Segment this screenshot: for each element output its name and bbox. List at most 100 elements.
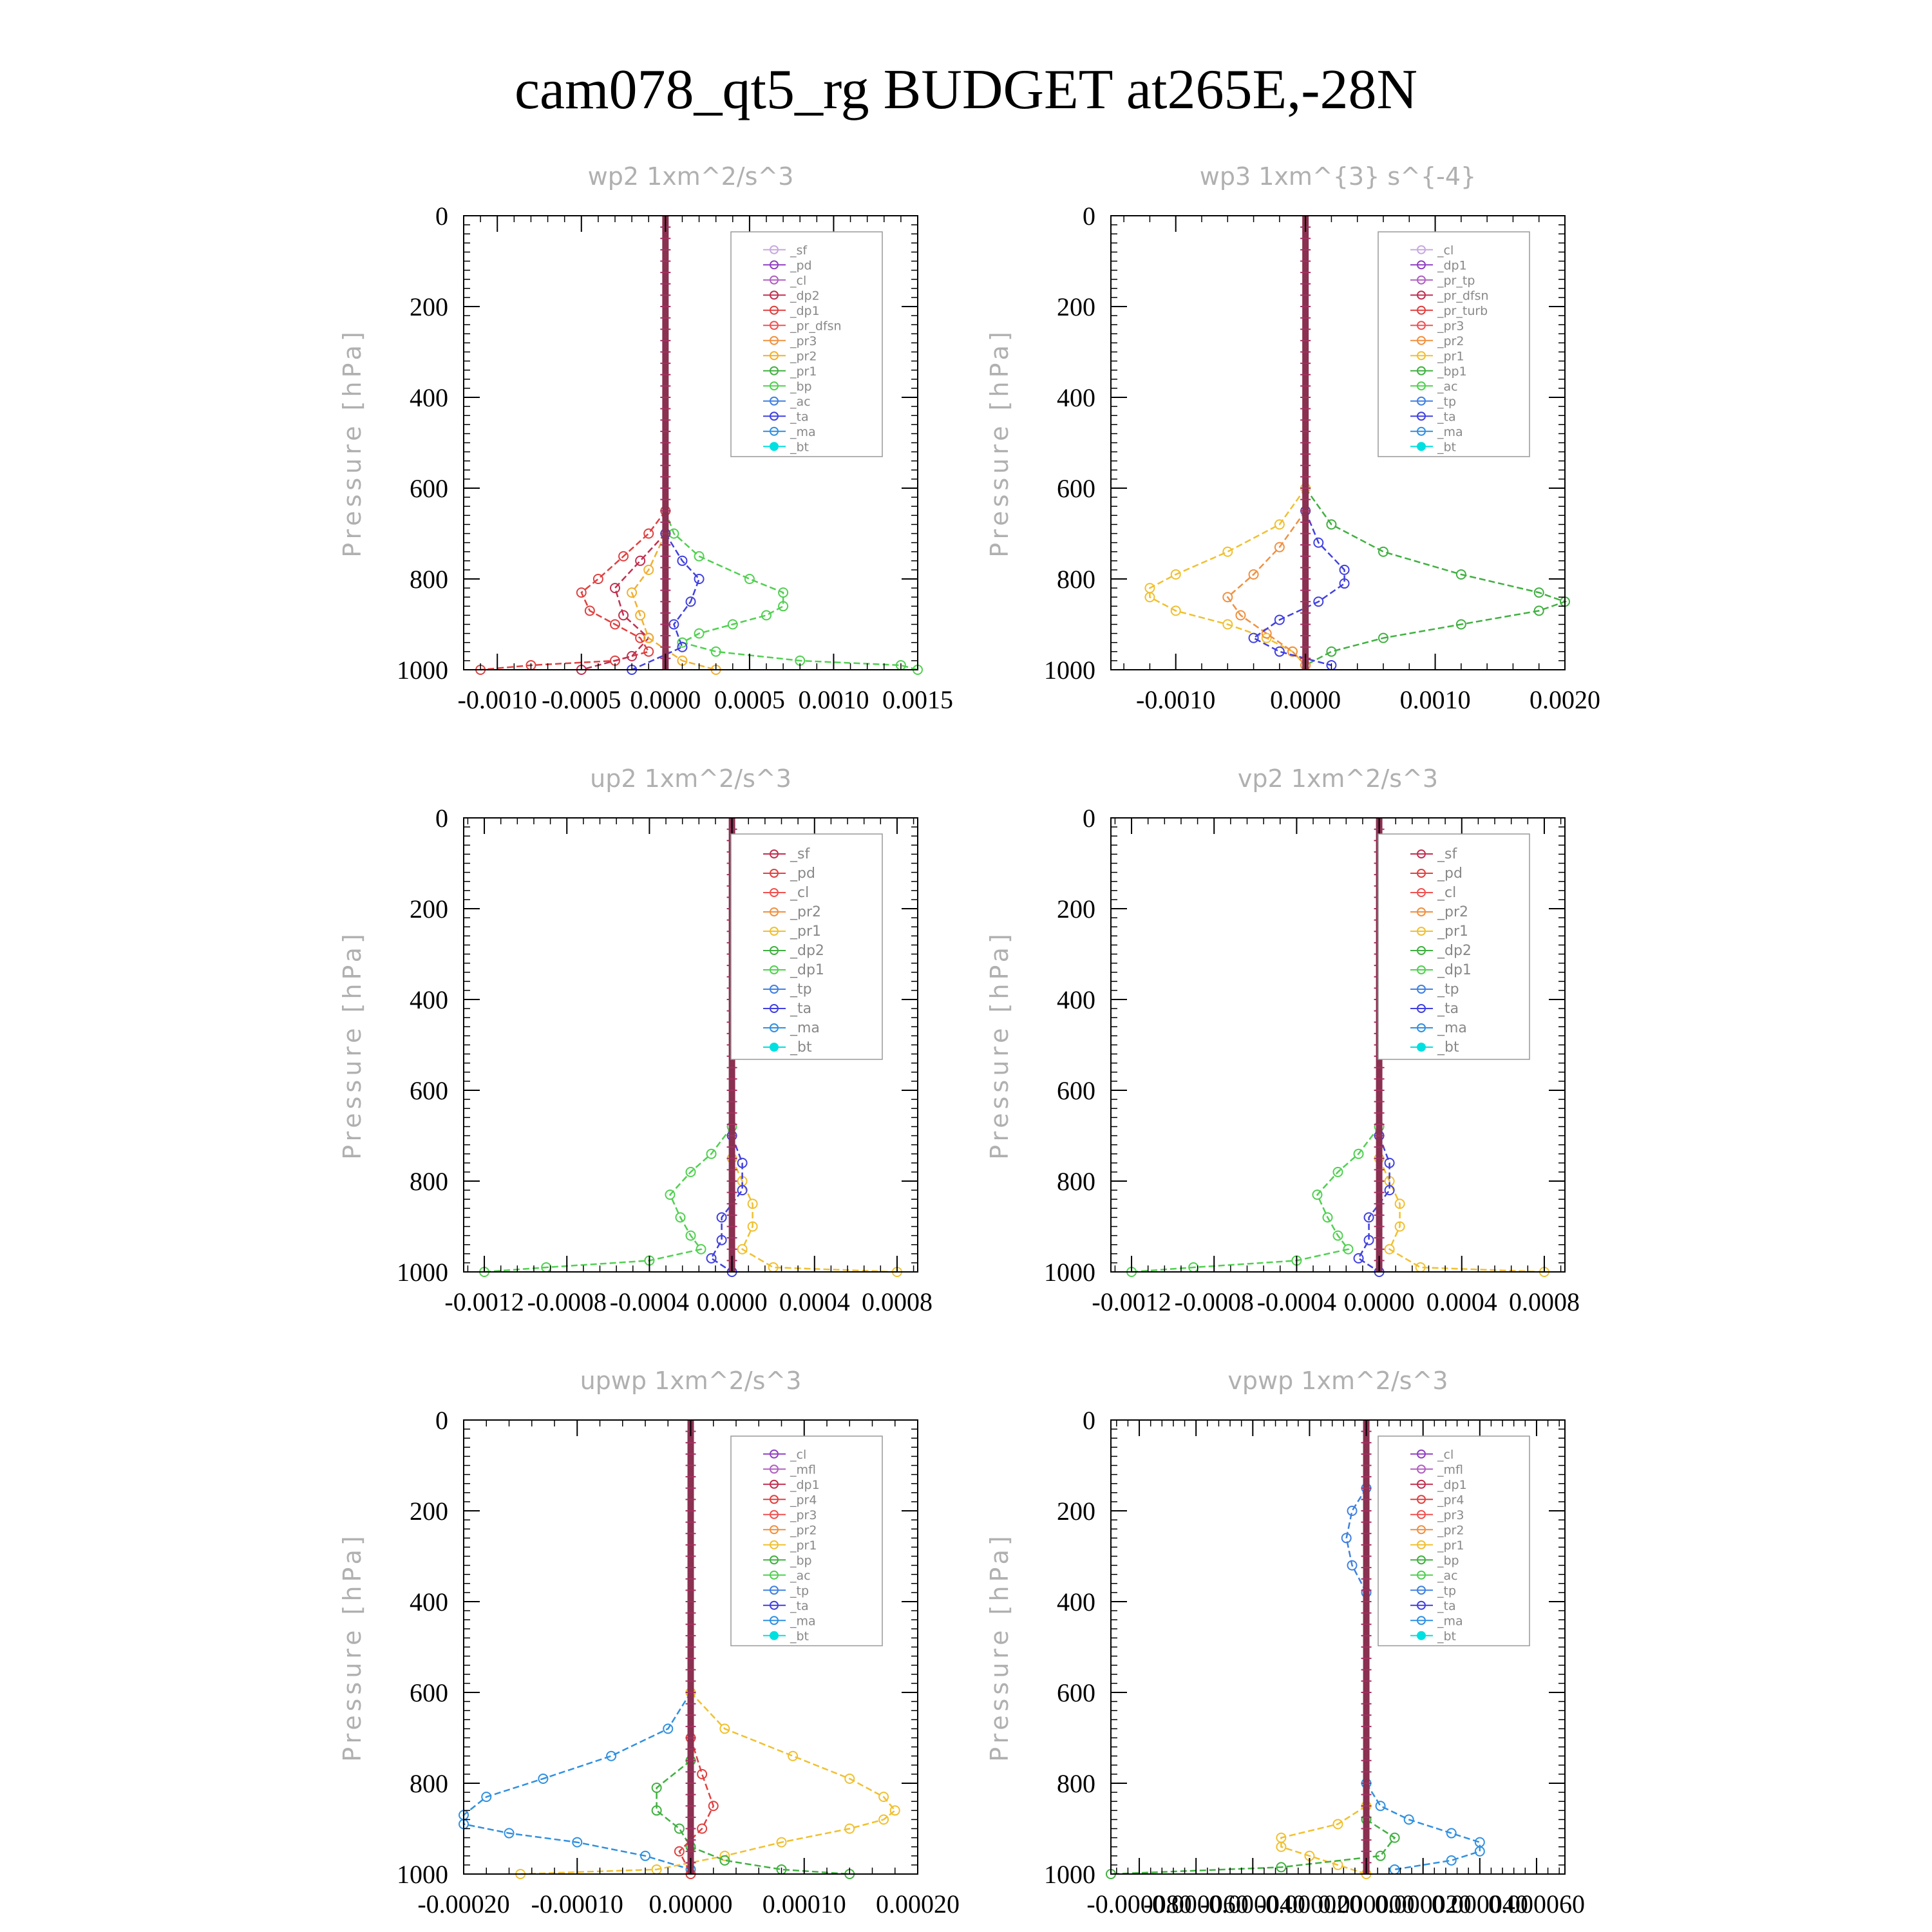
legend-label: _ta	[790, 1001, 811, 1017]
legend-swatch-marker	[1417, 442, 1426, 451]
legend: _sf _pd _cl _pr2 _pr1 _dp2 _dp1 _tp _ta _ma _bt	[1378, 833, 1530, 1060]
y-tick-label: 0	[1083, 1406, 1095, 1435]
legend-swatch-marker	[770, 1004, 779, 1013]
legend-label: _bt	[790, 1629, 809, 1643]
series-line	[462, 1692, 692, 1871]
legend-label: _pr3	[1437, 319, 1464, 333]
legend-label: _dp1	[790, 1478, 820, 1492]
legend-label: _dp1	[1437, 258, 1467, 272]
y-tick-label: 800	[1057, 1167, 1095, 1196]
series-marker	[1533, 587, 1544, 598]
legend-swatch-marker	[770, 366, 779, 375]
legend-swatch-marker	[770, 1540, 779, 1549]
series-marker	[1446, 1855, 1457, 1866]
series-marker	[719, 1850, 730, 1861]
legend-label: _pr1	[790, 923, 821, 940]
legend: _sf_pd _cl_dp2_dp1_pr_dfsn_pr3_pr2 _pr1_bp…	[730, 231, 883, 457]
series-marker	[1322, 1212, 1333, 1223]
legend-swatch-marker	[1417, 907, 1426, 916]
series-marker	[1332, 1819, 1343, 1830]
series-marker	[1446, 1828, 1457, 1839]
legend-label: _bt	[790, 440, 809, 454]
x-tick-label: 0.000000	[1318, 1889, 1415, 1918]
y-tick-label: 0	[1083, 804, 1095, 833]
y-axis-label: Pressure [hPa]	[985, 930, 1014, 1160]
series-line	[678, 1738, 715, 1875]
legend-swatch-marker	[770, 1600, 779, 1610]
legend-label: _pr3	[1437, 1508, 1464, 1522]
y-tick-label: 800	[1057, 565, 1095, 594]
chart-title: up2 1xm^2/s^3	[590, 764, 791, 793]
legend-swatch-marker	[1417, 1495, 1426, 1504]
series-marker	[696, 1244, 706, 1255]
x-tick-label: -0.0012	[1092, 1287, 1171, 1316]
series-marker	[584, 605, 595, 616]
legend-swatch-marker	[770, 1616, 779, 1625]
series-marker	[663, 1723, 674, 1734]
charts-layer: wp2 1xm^2/s^3 Pressure [hPa] 0 200 400 600 800…	[338, 162, 1600, 1918]
legend-swatch-marker	[770, 305, 779, 315]
y-tick-label: 200	[410, 292, 448, 321]
series-marker	[878, 1792, 889, 1803]
series-marker	[1261, 632, 1272, 643]
series-marker	[504, 1828, 515, 1839]
legend-label: _cl	[1437, 885, 1456, 901]
series-marker	[643, 632, 654, 643]
series-line	[1252, 510, 1345, 667]
y-tick-label: 600	[1057, 1076, 1095, 1105]
series-marker	[744, 574, 755, 584]
series-line	[1110, 1819, 1396, 1875]
series-marker	[1384, 1185, 1395, 1196]
series-marker	[1375, 1801, 1386, 1812]
legend-swatch-marker	[1417, 985, 1426, 994]
legend-swatch-marker	[1417, 1631, 1426, 1640]
legend-label: _bt	[1437, 440, 1456, 454]
series-line	[1345, 1488, 1367, 1593]
x-tick-label: 0.00000	[649, 1889, 733, 1918]
series-line	[631, 533, 701, 671]
y-tick-label: 600	[410, 1076, 448, 1105]
legend: _cl_dp1 _pr_tp_pr_dfsn_pr_turb_pr3_pr2_pr…	[1378, 231, 1530, 457]
y-axis-label: Pressure [hPa]	[985, 1532, 1014, 1762]
x-tick-label: 0.0020	[1530, 685, 1600, 714]
x-tick-label: 0.0010	[798, 685, 869, 714]
series-line	[630, 533, 717, 671]
series-marker	[635, 610, 646, 621]
legend-swatch-marker	[770, 442, 779, 451]
series-marker	[1248, 569, 1259, 580]
legend-swatch-marker	[1417, 412, 1426, 421]
series-marker	[1389, 1832, 1400, 1843]
legend-label: _tp	[1437, 395, 1456, 409]
legend-label: _pr3	[790, 334, 817, 348]
legend-swatch-marker	[770, 869, 779, 878]
series-marker	[1353, 1253, 1364, 1264]
series-marker	[716, 1235, 727, 1245]
y-tick-label: 400	[410, 985, 448, 1014]
legend-label: _pr2	[1437, 334, 1464, 348]
legend-swatch-marker	[770, 965, 779, 974]
legend-label: _ta	[1437, 410, 1456, 424]
series-marker	[651, 1783, 662, 1794]
legend-swatch-marker	[770, 1023, 779, 1032]
legend-box	[730, 231, 883, 457]
series-line	[665, 510, 918, 671]
legend-swatch-marker	[770, 1479, 779, 1489]
series-line	[1378, 1158, 1545, 1273]
series-marker	[677, 637, 688, 648]
x-tick-label: -0.0008	[527, 1287, 607, 1316]
x-tick-label: 0.0000	[1344, 1287, 1415, 1316]
legend-swatch-marker	[1417, 381, 1426, 391]
y-tick-label: 600	[410, 474, 448, 503]
series-marker	[708, 1801, 719, 1812]
chart-vpwp: vpwp 1xm^2/s^3 Pressure [hPa] 0 200 400 600 80…	[985, 1367, 1585, 1918]
x-tick-label: 0.0015	[882, 685, 953, 714]
y-tick-label: 1000	[1044, 1860, 1095, 1889]
legend-label: _dp1	[790, 962, 824, 978]
legend-swatch-marker	[770, 321, 779, 330]
series-marker	[1222, 546, 1233, 557]
series-marker	[844, 1823, 855, 1834]
legend-swatch-marker	[1417, 1586, 1426, 1595]
series-marker	[1274, 542, 1285, 553]
legend-box	[730, 1435, 883, 1647]
series-marker	[1276, 1841, 1287, 1852]
